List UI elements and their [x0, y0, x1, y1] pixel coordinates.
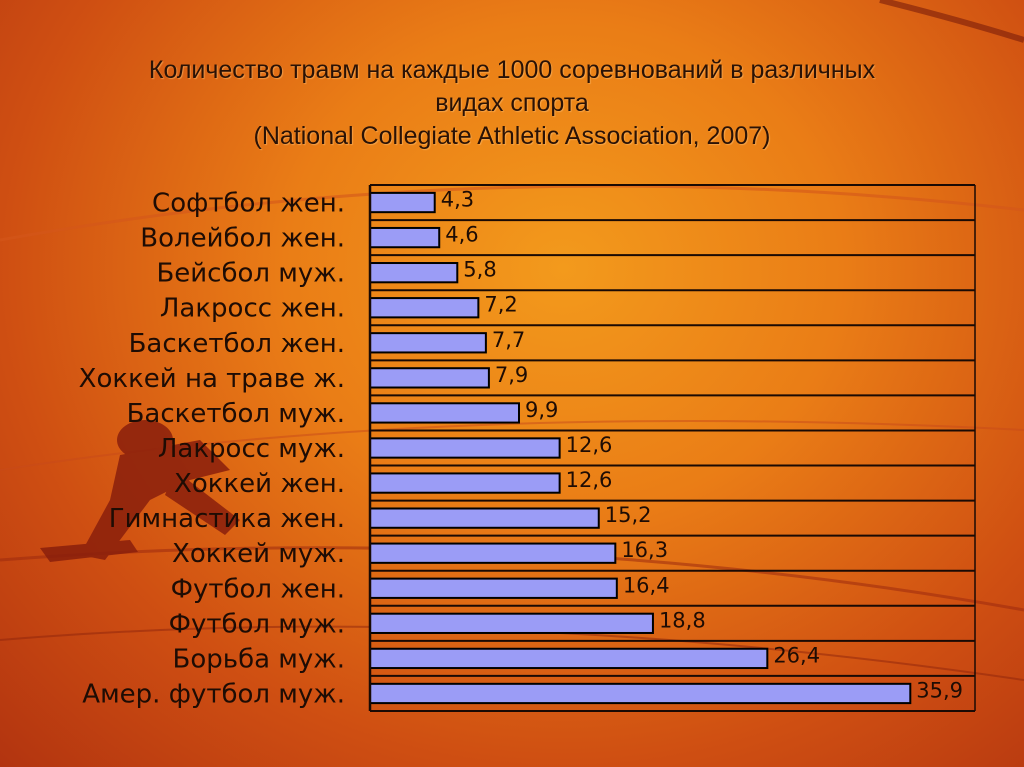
value-label: 12,6 [566, 433, 613, 457]
bar [369, 262, 459, 284]
grid-lines [370, 184, 976, 712]
bar [369, 472, 561, 494]
chart-title: Количество травм на каждые 1000 соревнов… [62, 54, 962, 153]
value-label: 26,4 [773, 643, 820, 667]
category-label: Амер. футбол муж. [82, 679, 345, 709]
bar [369, 297, 480, 319]
bar [369, 402, 520, 424]
value-label: 16,3 [621, 538, 668, 562]
bar [369, 437, 561, 459]
category-label: Лакросс жен. [160, 294, 345, 324]
category-label: Волейбол жен. [140, 224, 345, 254]
value-labels: 4,3 4,6 5,8 7,2 7,7 7,9 9,9 12,6 12,6 15,2 16,3 16,… [441, 188, 963, 703]
value-label: 9,9 [525, 398, 558, 422]
category-label: Футбол муж. [169, 609, 345, 639]
category-label: Футбол жен. [171, 574, 345, 604]
value-label: 7,2 [484, 293, 517, 317]
title-line-2: видах спорта [435, 89, 589, 117]
value-label: 18,8 [659, 608, 706, 632]
value-label: 5,8 [463, 258, 496, 282]
title-line-1: Количество травм на каждые 1000 соревнов… [148, 56, 876, 84]
value-label: 4,3 [441, 188, 474, 212]
category-label: Хоккей жен. [174, 469, 345, 499]
bar [369, 332, 487, 354]
bar [369, 612, 654, 634]
value-label: 7,9 [495, 363, 528, 387]
category-label: Гимнастика жен. [109, 504, 345, 534]
category-label: Хоккей муж. [172, 539, 345, 569]
category-label: Баскетбол жен. [129, 329, 345, 359]
title-line-3: (National Collegiate Athletic Associatio… [253, 122, 771, 150]
bar [369, 191, 436, 214]
value-label: 16,4 [623, 573, 670, 597]
value-label: 12,6 [566, 468, 613, 492]
bar [369, 507, 600, 529]
category-label: Хоккей на траве ж. [79, 364, 345, 394]
bar [369, 542, 617, 564]
bars [369, 191, 912, 705]
runner-silhouette-icon [40, 420, 240, 562]
category-label: Баскетбол муж. [127, 399, 345, 429]
value-label: 35,9 [916, 678, 963, 702]
value-label: 7,7 [492, 328, 525, 352]
value-label: 4,6 [445, 223, 478, 247]
value-label: 15,2 [605, 503, 652, 527]
category-labels: Софтбол жен. Волейбол жен. Бейсбол муж. Лак… [79, 189, 345, 710]
bar [369, 367, 490, 389]
category-label: Борьба муж. [173, 644, 346, 674]
category-label: Софтбол жен. [152, 189, 345, 219]
bar [369, 226, 441, 249]
category-label: Лакросс муж. [158, 434, 345, 464]
bar [369, 682, 912, 705]
bar [369, 577, 618, 599]
bar [369, 647, 769, 670]
category-label: Бейсбол муж. [156, 259, 345, 289]
